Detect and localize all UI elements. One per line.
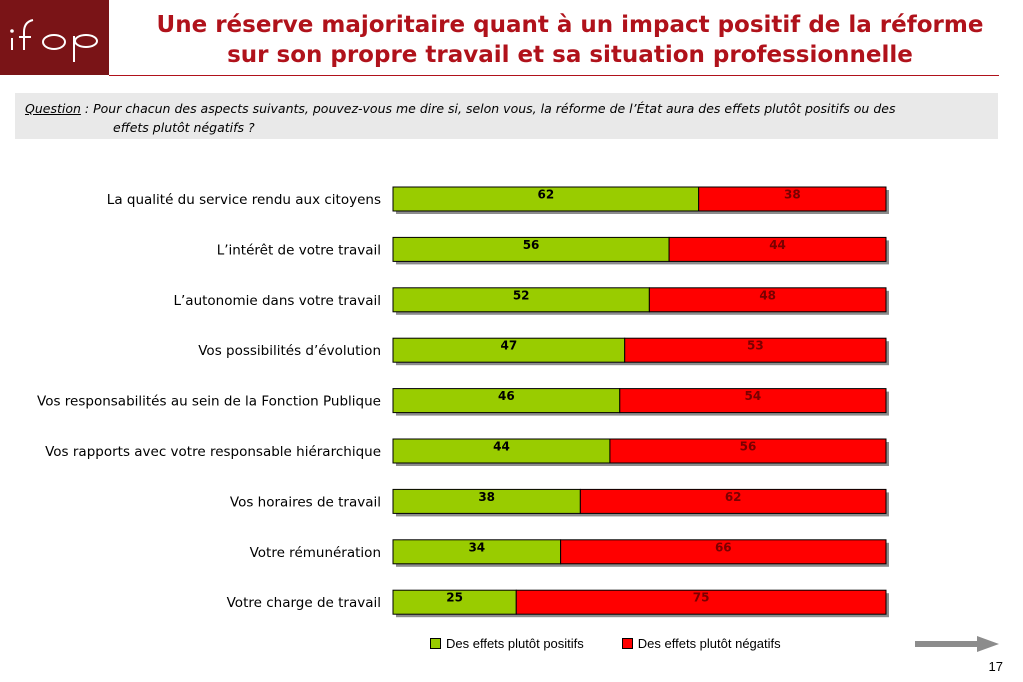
question-text-line2: effets plutôt négatifs ? — [113, 120, 255, 135]
title-divider — [109, 75, 999, 76]
data-label: 46 — [498, 389, 515, 403]
data-label: 62 — [725, 490, 742, 504]
bar-positive — [392, 287, 650, 313]
right-arrow-icon[interactable] — [915, 636, 999, 654]
category-label: Vos horaires de travail — [230, 494, 381, 510]
data-label: 56 — [523, 238, 540, 252]
bar-positive — [392, 488, 581, 514]
bar-negative — [698, 186, 887, 212]
data-label: 62 — [537, 188, 554, 202]
data-label: 48 — [759, 288, 776, 302]
legend-label-positive: Des effets plutôt positifs — [446, 636, 584, 651]
bar-positive — [392, 388, 621, 414]
bar-negative — [515, 589, 887, 615]
category-label: Votre rémunération — [250, 545, 381, 561]
bar-negative — [624, 337, 887, 363]
data-label: 53 — [747, 339, 764, 353]
page-title: Une réserve majoritaire quant à un impac… — [156, 12, 984, 68]
category-label: Vos responsabilités au sein de la Foncti… — [37, 394, 381, 410]
chart-legend: Des effets plutôt positifs Des effets pl… — [430, 636, 781, 651]
data-label: 25 — [446, 591, 463, 605]
data-label: 44 — [493, 440, 510, 454]
legend-swatch-positive — [430, 638, 441, 649]
data-label: 52 — [513, 288, 530, 302]
ifop-logo-mark — [10, 19, 98, 62]
data-label: 56 — [740, 440, 757, 454]
bar-positive — [392, 438, 611, 464]
page-number: 17 — [988, 659, 1003, 674]
data-label: 38 — [478, 490, 495, 504]
category-label: Vos possibilités d’évolution — [198, 343, 381, 359]
bar-negative — [668, 236, 887, 262]
bar-negative — [579, 488, 887, 514]
bar-positive — [392, 337, 626, 363]
category-label: L’autonomie dans votre travail — [173, 293, 381, 309]
category-label: Vos rapports avec votre responsable hiér… — [45, 444, 381, 460]
bar-negative — [609, 438, 887, 464]
data-label: 66 — [715, 540, 732, 554]
data-label: 38 — [784, 188, 801, 202]
bar-positive — [392, 236, 670, 262]
bar-negative — [619, 388, 887, 414]
bar-positive — [392, 186, 700, 212]
data-label: 75 — [693, 591, 710, 605]
legend-item-positive: Des effets plutôt positifs — [430, 636, 584, 651]
bar-negative — [560, 539, 887, 565]
question-box: Question : Pour chacun des aspects suiva… — [15, 93, 998, 139]
category-label: La qualité du service rendu aux citoyens — [107, 192, 381, 208]
bar-positive — [392, 589, 517, 615]
ifop-logo — [0, 0, 109, 75]
category-label: L’intérêt de votre travail — [217, 242, 381, 258]
data-label: 44 — [769, 238, 786, 252]
question-text-line1: : Pour chacun des aspects suivants, pouv… — [80, 101, 896, 116]
category-label: Votre charge de travail — [227, 595, 381, 611]
question-label: Question — [25, 101, 81, 116]
data-label: 34 — [468, 540, 485, 554]
legend-swatch-negative — [621, 638, 633, 649]
data-label: 54 — [745, 389, 762, 403]
bar-negative — [648, 287, 887, 313]
bar-positive — [392, 539, 562, 565]
legend-label-negative: Des effets plutôt négatifs — [637, 636, 781, 651]
legend-item-negative: Des effets plutôt négatifs — [621, 636, 781, 651]
data-label: 47 — [501, 339, 518, 353]
